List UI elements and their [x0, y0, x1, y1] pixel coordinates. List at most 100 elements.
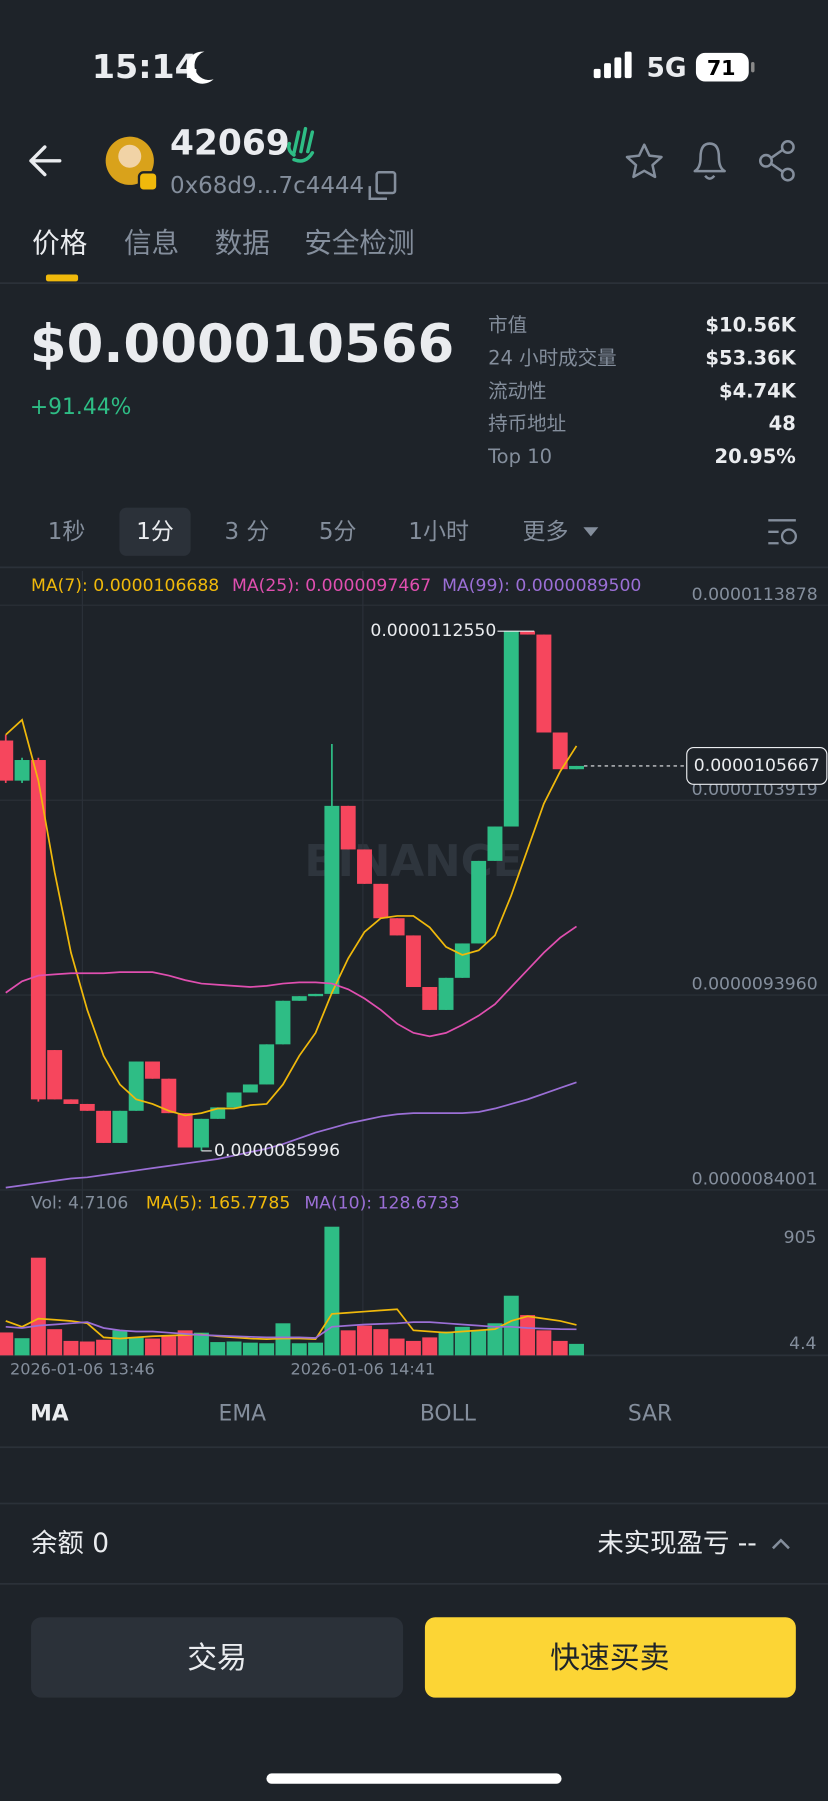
x-tick-label: 2026-01-06 13:46 — [10, 1360, 155, 1379]
candle-body — [536, 634, 552, 733]
expand-button[interactable] — [771, 1538, 790, 1550]
ma-line — [5, 718, 578, 1117]
indicator-tab[interactable]: MA — [30, 1401, 69, 1426]
volume-bar — [405, 1340, 421, 1356]
favorite-button[interactable] — [625, 143, 663, 179]
battery-nub — [751, 62, 755, 73]
volume-bar — [454, 1326, 470, 1356]
volume-bar — [503, 1295, 519, 1356]
stat-value: $4.74K — [719, 379, 797, 402]
candle-body — [308, 993, 324, 997]
volume-bar — [242, 1342, 258, 1356]
volume-bar — [357, 1325, 372, 1356]
stat-label: 市值 — [488, 314, 527, 337]
indicator-tab[interactable]: EMA — [219, 1401, 267, 1426]
candle-body — [373, 883, 389, 919]
volume-bar — [422, 1337, 438, 1356]
candle-body — [520, 631, 536, 635]
interval-active-bg — [119, 507, 191, 556]
tab[interactable]: 安全检测 — [304, 228, 414, 260]
volume-bar — [569, 1343, 584, 1356]
volume-ma-line — [5, 1308, 577, 1341]
volume-bar — [161, 1336, 177, 1356]
legend-entry: MA(25): 0.0000097467 — [232, 576, 431, 596]
volume-ma-line — [5, 1321, 577, 1339]
moon-icon — [186, 51, 214, 84]
candle-body — [242, 1084, 258, 1093]
volume-bar — [14, 1338, 30, 1356]
candle-body — [161, 1078, 177, 1114]
interval[interactable]: 更多 — [523, 519, 569, 545]
legend-entry: MA(5): 165.7785 — [146, 1194, 290, 1214]
candle-body — [79, 1103, 95, 1111]
token-name: 42069 — [170, 124, 290, 164]
volume-bar — [291, 1343, 307, 1356]
candle-body — [177, 1113, 193, 1148]
volume-bar — [79, 1341, 95, 1356]
indicator-tab[interactable]: BOLL — [420, 1401, 477, 1426]
price: $0.000010566 — [30, 314, 454, 375]
interval[interactable]: 1秒 — [48, 519, 86, 545]
home-indicator — [266, 1773, 562, 1784]
volume-bar — [471, 1330, 487, 1356]
balance: 余额 0 — [31, 1528, 109, 1559]
battery-level: 71 — [707, 56, 736, 80]
volume-bar — [324, 1226, 340, 1356]
y-tick-label: 0.0000093960 — [692, 975, 818, 995]
quick-trade-button[interactable] — [424, 1617, 796, 1698]
volume-bar — [520, 1315, 536, 1356]
y-tick-label: 0.0000084001 — [692, 1170, 818, 1190]
ma-line — [5, 1081, 577, 1189]
legend-entry: MA(99): 0.0000089500 — [442, 576, 641, 596]
trade-button[interactable] — [31, 1617, 404, 1698]
candle-body — [405, 935, 421, 988]
copy-button[interactable] — [368, 171, 397, 200]
volume-bar — [210, 1342, 226, 1356]
volume-bar — [536, 1330, 552, 1356]
candle-body — [291, 996, 307, 1001]
candle-body — [324, 805, 340, 994]
candle-body — [14, 760, 30, 781]
signal-icon — [593, 51, 632, 79]
price-change: +91.44% — [30, 395, 131, 420]
interval[interactable]: 1小时 — [408, 519, 469, 545]
y-tick-label: 0.0000113878 — [692, 585, 818, 605]
volume-bar — [145, 1338, 160, 1356]
interval[interactable]: 1分 — [136, 519, 174, 545]
tab[interactable]: 数据 — [215, 228, 270, 260]
volume-bar — [177, 1330, 193, 1356]
candle-body — [454, 943, 470, 978]
candle-body — [275, 1000, 291, 1045]
interval[interactable]: 5分 — [319, 519, 357, 545]
volume-bar — [0, 1332, 14, 1356]
more-arrow — [583, 527, 599, 537]
stat-value: 48 — [769, 412, 796, 435]
legend-entry: MA(7): 0.0000106688 — [31, 576, 219, 596]
high-label: 0.0000112550 — [370, 621, 496, 641]
candle-body — [128, 1061, 144, 1111]
y-tick-label: 4.4 — [789, 1334, 816, 1354]
volume-bar — [47, 1329, 63, 1356]
alert-button[interactable] — [693, 142, 726, 180]
back-button[interactable] — [29, 145, 62, 177]
y-tick-label: 905 — [784, 1228, 817, 1248]
volume-bar — [193, 1332, 209, 1356]
interval[interactable]: 3 分 — [224, 519, 269, 545]
trade-label: 交易 — [187, 1641, 247, 1676]
chart-settings[interactable] — [768, 519, 797, 545]
volume-bar — [226, 1341, 242, 1356]
tab[interactable]: 价格 — [32, 228, 87, 260]
unrealized-pnl: 未实现盈亏 -- — [597, 1528, 756, 1559]
candle-body — [487, 826, 503, 861]
last-price-box — [686, 746, 828, 785]
candle-body — [96, 1110, 112, 1143]
last-price-label: 0.0000105667 — [694, 756, 820, 776]
volume-bar — [340, 1330, 356, 1356]
candle-body — [226, 1092, 242, 1108]
tab[interactable]: 信息 — [124, 228, 179, 260]
share-button[interactable] — [758, 140, 795, 182]
ma-line — [5, 925, 577, 1038]
indicator-tab[interactable]: SAR — [628, 1401, 672, 1426]
